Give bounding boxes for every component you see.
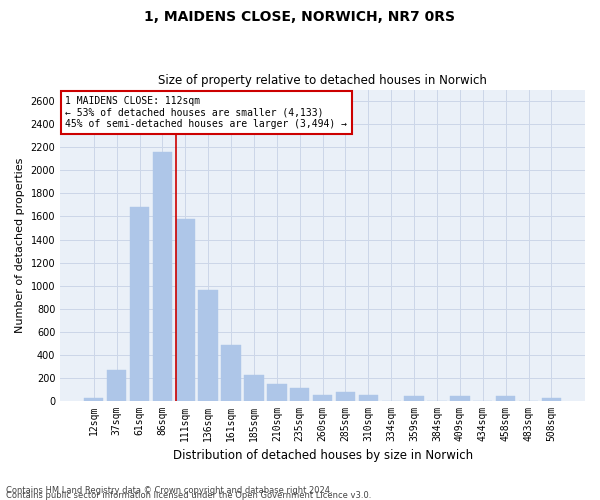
Bar [359,396,378,401]
Bar [107,370,127,401]
X-axis label: Distribution of detached houses by size in Norwich: Distribution of detached houses by size … [173,450,473,462]
Bar [130,207,149,401]
Bar [152,152,172,401]
Bar [542,398,561,401]
Bar [84,398,103,401]
Bar [199,290,218,401]
Bar [450,396,470,401]
Bar [336,392,355,401]
Bar [221,344,241,401]
Bar [267,384,287,401]
Text: Contains public sector information licensed under the Open Government Licence v3: Contains public sector information licen… [6,491,371,500]
Bar [496,396,515,401]
Bar [176,219,195,401]
Bar [244,375,263,401]
Y-axis label: Number of detached properties: Number of detached properties [15,158,25,333]
Bar [313,396,332,401]
Text: 1 MAIDENS CLOSE: 112sqm
← 53% of detached houses are smaller (4,133)
45% of semi: 1 MAIDENS CLOSE: 112sqm ← 53% of detache… [65,96,347,129]
Bar [404,396,424,401]
Text: Contains HM Land Registry data © Crown copyright and database right 2024.: Contains HM Land Registry data © Crown c… [6,486,332,495]
Text: 1, MAIDENS CLOSE, NORWICH, NR7 0RS: 1, MAIDENS CLOSE, NORWICH, NR7 0RS [145,10,455,24]
Bar [290,388,310,401]
Title: Size of property relative to detached houses in Norwich: Size of property relative to detached ho… [158,74,487,87]
